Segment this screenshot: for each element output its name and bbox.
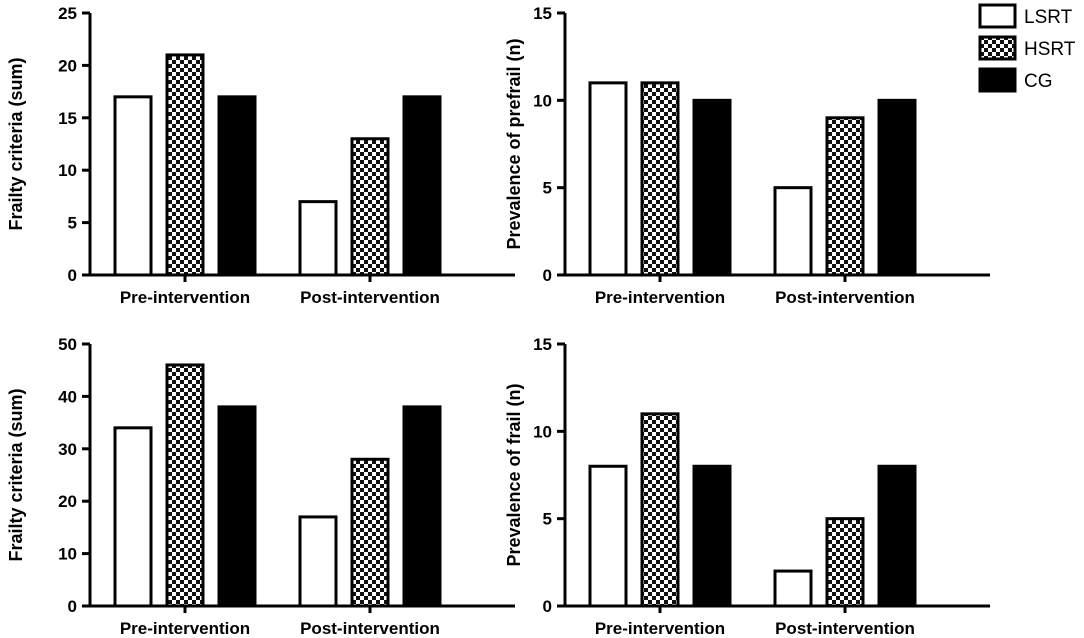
legend-swatch-hsrt — [978, 35, 1017, 61]
legend-label-cg: CG — [1024, 71, 1053, 92]
y-tick-label: 20 — [58, 56, 77, 75]
y-tick-label: 0 — [543, 597, 552, 616]
x-tick-label: Pre-intervention — [120, 619, 250, 638]
bar-lsrt-pre — [588, 464, 628, 608]
y-tick-label: 40 — [58, 387, 77, 406]
bar-lsrt-pre — [588, 81, 628, 277]
x-tick-label: Post-intervention — [775, 619, 915, 638]
y-tick-label: 10 — [58, 545, 77, 564]
x-tick-label: Pre-intervention — [120, 288, 250, 307]
legend-swatch-lsrt — [978, 3, 1017, 29]
bar-lsrt-post — [773, 569, 813, 608]
bar-cg-post — [402, 95, 442, 277]
y-tick-label: 25 — [58, 4, 77, 23]
chart-panel-1: Pre-intervention Post-intervention 0 5 10 15 2… — [6, 4, 515, 307]
bar-lsrt-post — [773, 186, 813, 277]
y-tick-label: 50 — [58, 335, 77, 354]
bar-cg-pre — [217, 95, 257, 277]
bar-cg-post — [877, 98, 917, 277]
legend-label-hsrt: HSRT — [1024, 39, 1076, 60]
x-tick-label: Post-intervention — [775, 288, 915, 307]
chart-panel-3: Pre-intervention Post-intervention 0 10 20 30… — [6, 335, 515, 638]
y-tick-label: 10 — [533, 91, 552, 110]
y-tick-label: 5 — [543, 179, 552, 198]
y-tick-label: 15 — [58, 109, 77, 128]
bar-hsrt-pre — [165, 53, 205, 277]
y-tick-label: 10 — [58, 161, 77, 180]
bar-hsrt-post — [350, 137, 390, 277]
bar-hsrt-post — [825, 116, 865, 277]
bar-lsrt-post — [298, 200, 338, 277]
legend-label-lsrt: LSRT — [1024, 7, 1073, 28]
bar-hsrt-pre — [640, 412, 680, 608]
bar-cg-pre — [217, 405, 257, 608]
x-tick-label: Post-intervention — [300, 619, 440, 638]
y-tick-label: 10 — [533, 422, 552, 441]
y-tick-label: 5 — [68, 214, 77, 233]
y-axis-title: Prevalence of frail (n) — [504, 383, 524, 566]
bar-hsrt-post — [350, 457, 390, 608]
chart-panel-2: Pre-intervention Post-intervention 0 5 10 15 P… — [504, 4, 990, 307]
bar-lsrt-post — [298, 515, 338, 608]
x-tick-label: Post-intervention — [300, 288, 440, 307]
legend: LSRT HSRT CG — [978, 3, 1076, 93]
y-tick-label: 0 — [68, 266, 77, 285]
bar-lsrt-pre — [113, 95, 153, 277]
y-axis-title: Frailty criteria (sum) — [6, 57, 26, 230]
bar-cg-pre — [692, 464, 732, 608]
chart-panel-4: Pre-intervention Post-intervention 0 5 10 15 P… — [504, 335, 990, 638]
y-tick-label: 20 — [58, 492, 77, 511]
bar-hsrt-post — [825, 517, 865, 608]
y-tick-label: 30 — [58, 440, 77, 459]
bar-hsrt-pre — [640, 81, 680, 277]
bar-hsrt-pre — [165, 363, 205, 608]
bar-lsrt-pre — [113, 426, 153, 608]
y-tick-label: 15 — [533, 335, 552, 354]
bar-cg-post — [877, 464, 917, 608]
y-tick-label: 15 — [533, 4, 552, 23]
y-tick-label: 0 — [543, 266, 552, 285]
bar-cg-pre — [692, 98, 732, 277]
x-tick-label: Pre-intervention — [595, 619, 725, 638]
x-tick-label: Pre-intervention — [595, 288, 725, 307]
y-axis-title: Frailty criteria (sum) — [6, 388, 26, 561]
y-tick-label: 5 — [543, 510, 552, 529]
y-tick-label: 0 — [68, 597, 77, 616]
bar-cg-post — [402, 405, 442, 608]
y-axis-title: Prevalence of prefrail (n) — [504, 38, 524, 249]
legend-swatch-cg — [978, 67, 1017, 93]
